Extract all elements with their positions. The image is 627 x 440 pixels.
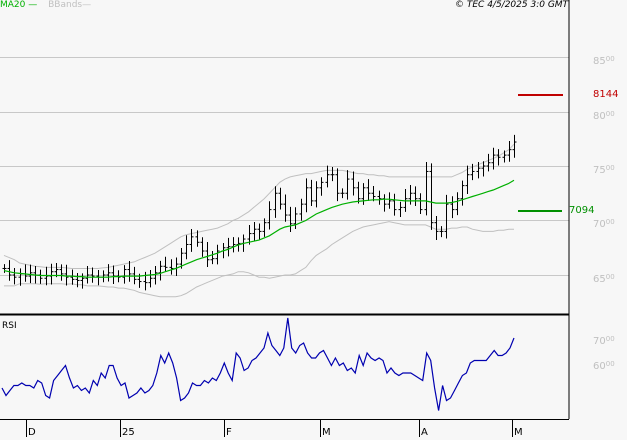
- rsi-title: RSI: [2, 321, 17, 331]
- chart-legend: MA20 — BBands—: [0, 0, 91, 11]
- rsi-tick-label: 6000: [593, 360, 615, 372]
- x-tick-label: 25: [122, 427, 135, 438]
- price-tick-label: 7500: [593, 164, 615, 176]
- resistance-label: 8144: [593, 89, 619, 100]
- legend-ma20: MA20 —: [0, 0, 38, 10]
- support-label: 7094: [569, 205, 595, 216]
- level-markers: [518, 94, 563, 212]
- x-tick-label: M: [514, 427, 523, 438]
- x-tick-label: M: [322, 427, 331, 438]
- price-tick-label: 6500: [593, 273, 615, 285]
- legend-bbands: BBands—: [48, 0, 92, 10]
- price-tick-label: 7000: [593, 218, 615, 230]
- price-tick-label: 8000: [593, 110, 615, 122]
- rsi-line: [1, 317, 515, 411]
- x-tick-label: F: [226, 427, 232, 438]
- x-tick-label: A: [421, 427, 428, 438]
- x-tick-label: D: [28, 427, 36, 438]
- price-bars: [2, 134, 517, 291]
- bollinger-bands: [3, 143, 515, 298]
- rsi-tick-label: 7000: [593, 335, 615, 347]
- price-tick-label: 8500: [593, 55, 615, 67]
- copyright-text: © TEC 4/5/2025 3:0 GMT: [455, 0, 569, 10]
- x-axis-ticks: [26, 420, 513, 437]
- ma20-line: [3, 179, 515, 278]
